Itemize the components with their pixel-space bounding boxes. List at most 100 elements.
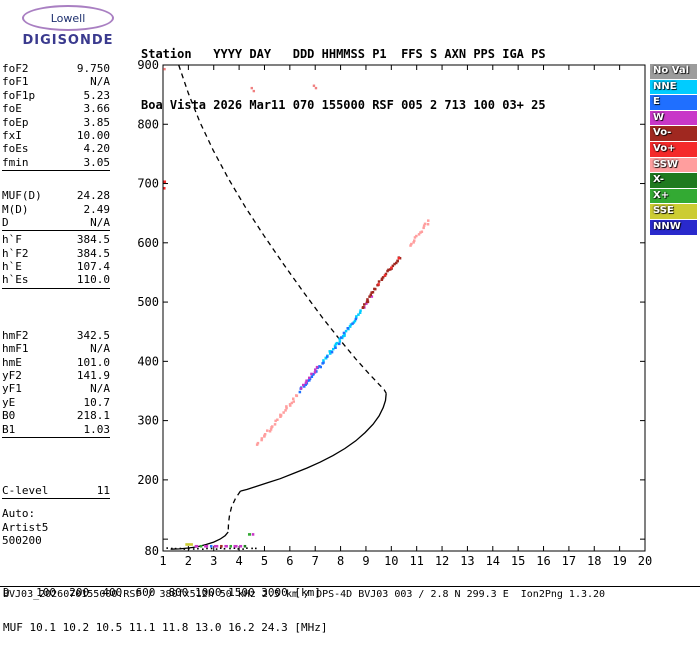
dmuf-muf-row: MUF 10.1 10.2 10.5 11.1 11.8 13.0 16.2 2… xyxy=(3,620,328,634)
y-axis-tick-label: 800 xyxy=(137,117,159,131)
param-group: Auto: Artist5 500200 xyxy=(2,507,110,547)
param-row: D N/A xyxy=(2,216,110,229)
legend-item: No Val xyxy=(650,64,697,79)
param-value: N/A xyxy=(90,342,110,356)
param-row: foEp 3.85 xyxy=(2,116,110,129)
e-profile xyxy=(170,531,229,550)
x-axis-tick-label: 1 xyxy=(159,554,166,568)
param-label: foEs xyxy=(2,142,29,156)
param-row: foF2 9.750 xyxy=(2,62,110,75)
legend: No Val NNE E W Vo- Vo+ SSW X- X+ SSE NNW xyxy=(650,64,697,236)
param-divider xyxy=(2,230,110,232)
param-label: MUF(D) xyxy=(2,189,42,203)
y-axis-tick-label: 500 xyxy=(137,295,159,309)
legend-item: NNW xyxy=(650,219,697,235)
x-axis-tick-label: 15 xyxy=(511,554,525,568)
f-trace-e2 xyxy=(326,317,358,358)
param-value: N/A xyxy=(90,382,110,396)
legend-item: SSW xyxy=(650,157,697,173)
param-label: M(D) xyxy=(2,202,29,216)
x-axis-tick-label: 5 xyxy=(261,554,268,568)
param-row: M(D) 2.49 xyxy=(2,203,110,216)
ionogram-page: { "logo": { "top": "Lowell", "bottom": "… xyxy=(0,5,700,633)
f-trace-voplus xyxy=(377,257,401,286)
x-axis-tick-label: 10 xyxy=(384,554,398,568)
param-value: 10.7 xyxy=(83,395,111,409)
param-row: B0 218.1 xyxy=(2,409,110,422)
f-trace-ssw xyxy=(255,394,299,446)
axes: 1 2 3 4 5 6 7 8 9 10 11 12 13 14 15 16 17 18 19 20900800700… xyxy=(137,58,652,568)
param-row: hmF2 342.5 xyxy=(2,329,110,342)
param-value: 24.28 xyxy=(76,189,110,203)
param-value: 101.0 xyxy=(76,355,110,369)
param-label: D xyxy=(2,215,9,229)
legend-item: X- xyxy=(650,173,697,188)
param-row: h`F 384.5 xyxy=(2,233,110,246)
x-axis-tick-label: 6 xyxy=(286,554,293,568)
param-divider xyxy=(2,436,110,438)
param-row: MUF(D) 24.28 xyxy=(2,189,110,202)
param-group: hmF2 342.5 hmF1 N/A hmE 101.0 yF2 141.9 yF1 N/A yE… xyxy=(2,329,110,438)
param-row: foEs 4.20 xyxy=(2,142,110,155)
param-row: foF1 N/A xyxy=(2,75,110,88)
param-value: 11 xyxy=(96,483,110,497)
x-axis-tick-label: 20 xyxy=(638,554,652,568)
legend-item: E xyxy=(650,95,697,110)
param-row: h`E 107.4 xyxy=(2,260,110,273)
param-row: foF1p 5.23 xyxy=(2,89,110,102)
param-label: h`F2 xyxy=(2,246,29,260)
y-axis-tick-label: 200 xyxy=(137,473,159,487)
param-row: B1 1.03 xyxy=(2,423,110,436)
y-axis-tick-label: 400 xyxy=(137,354,159,368)
param-label: hmF2 xyxy=(2,328,29,342)
x-axis-tick-label: 11 xyxy=(409,554,423,568)
legend-item: SSE xyxy=(650,204,697,219)
baseline-echoes xyxy=(166,547,257,550)
f-trace-vominus xyxy=(361,256,402,309)
param-divider xyxy=(2,170,110,172)
param-value: 218.1 xyxy=(76,409,110,423)
param-label: h`E xyxy=(2,260,22,274)
param-value: 9.750 xyxy=(76,62,110,75)
param-group: h`F 384.5 h`F2 384.5 h`E 107.4 h`Es 110.0 xyxy=(2,233,110,289)
param-row: yF2 141.9 xyxy=(2,369,110,382)
x-axis-tick-label: 14 xyxy=(486,554,500,568)
param-divider xyxy=(2,287,110,289)
y-axis-tick-label: 300 xyxy=(137,414,159,428)
param-value: 2.49 xyxy=(83,202,111,216)
param-value: 4.20 xyxy=(83,142,111,156)
y-axis-tick-label: 900 xyxy=(137,58,159,72)
param-value: N/A xyxy=(90,215,110,229)
param-label: hmF1 xyxy=(2,342,29,356)
param-label: foF1p xyxy=(2,88,36,102)
param-value: 384.5 xyxy=(76,233,110,247)
param-row: Artist5 xyxy=(2,521,110,534)
x-axis-tick-label: 3 xyxy=(210,554,217,568)
logo-lowell-text: Lowell xyxy=(50,11,86,25)
x-axis-tick-label: 7 xyxy=(312,554,319,568)
param-value: 3.85 xyxy=(83,115,111,129)
param-label: C-level xyxy=(2,483,49,497)
param-label: foEp xyxy=(2,115,29,129)
param-label: yF1 xyxy=(2,382,22,396)
y-axis-tick-label: 600 xyxy=(137,236,159,250)
param-label: fmin xyxy=(2,155,29,169)
param-row: 500200 xyxy=(2,534,110,547)
lowell-digisonde-logo: Lowell DIGISONDE xyxy=(8,5,128,48)
param-row: yF1 N/A xyxy=(2,382,110,395)
param-value: 10.00 xyxy=(76,128,110,142)
dmuf-distance-row: D 100 200 400 600 800 1000 1500 3000 [km… xyxy=(3,586,321,599)
x-axis-tick-label: 13 xyxy=(460,554,474,568)
param-label: foE xyxy=(2,102,22,116)
param-group: MUF(D) 24.28 M(D) 2.49 D N/A xyxy=(2,189,110,232)
param-value: 3.66 xyxy=(83,102,111,116)
param-label: h`Es xyxy=(2,273,29,287)
param-row: C-level 11 xyxy=(2,484,110,497)
param-label: B0 xyxy=(2,409,16,423)
x-axis-tick-label: 16 xyxy=(536,554,550,568)
ionogram-plot: 1 2 3 4 5 6 7 8 9 10 11 12 13 14 15 16 17 18 19 20900800700… xyxy=(137,58,652,568)
param-row: foE 3.66 xyxy=(2,102,110,115)
param-value: 110.0 xyxy=(76,273,110,287)
param-row: h`Es 110.0 xyxy=(2,273,110,286)
legend-item: Vo+ xyxy=(650,141,697,157)
